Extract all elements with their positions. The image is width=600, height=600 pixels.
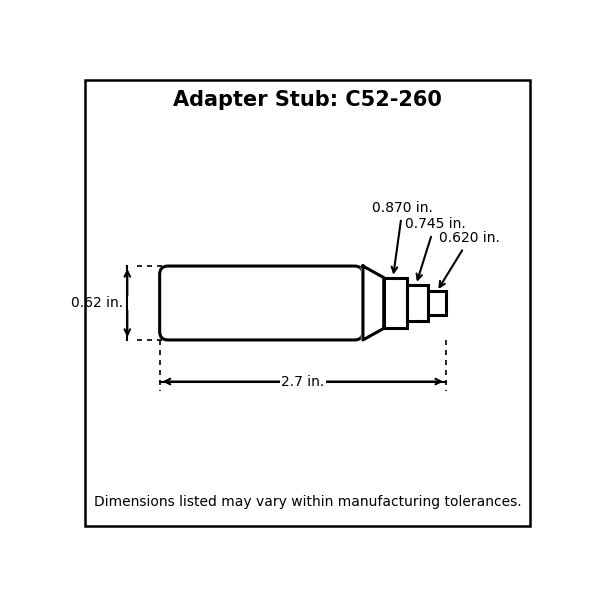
Text: 0.745 in.: 0.745 in. (404, 217, 465, 280)
FancyBboxPatch shape (160, 266, 363, 340)
Bar (428, 292, 446, 314)
Polygon shape (363, 266, 384, 340)
Text: Adapter Stub: C52-260: Adapter Stub: C52-260 (173, 91, 442, 110)
Text: 0.870 in.: 0.870 in. (372, 201, 433, 272)
Bar (384, 278, 407, 328)
Text: 2.7 in.: 2.7 in. (281, 374, 325, 389)
Text: 0.620 in.: 0.620 in. (439, 231, 500, 287)
Bar (407, 284, 428, 322)
Text: 0.62 in.: 0.62 in. (71, 296, 123, 310)
Text: Dimensions listed may vary within manufacturing tolerances.: Dimensions listed may vary within manufa… (94, 494, 521, 509)
